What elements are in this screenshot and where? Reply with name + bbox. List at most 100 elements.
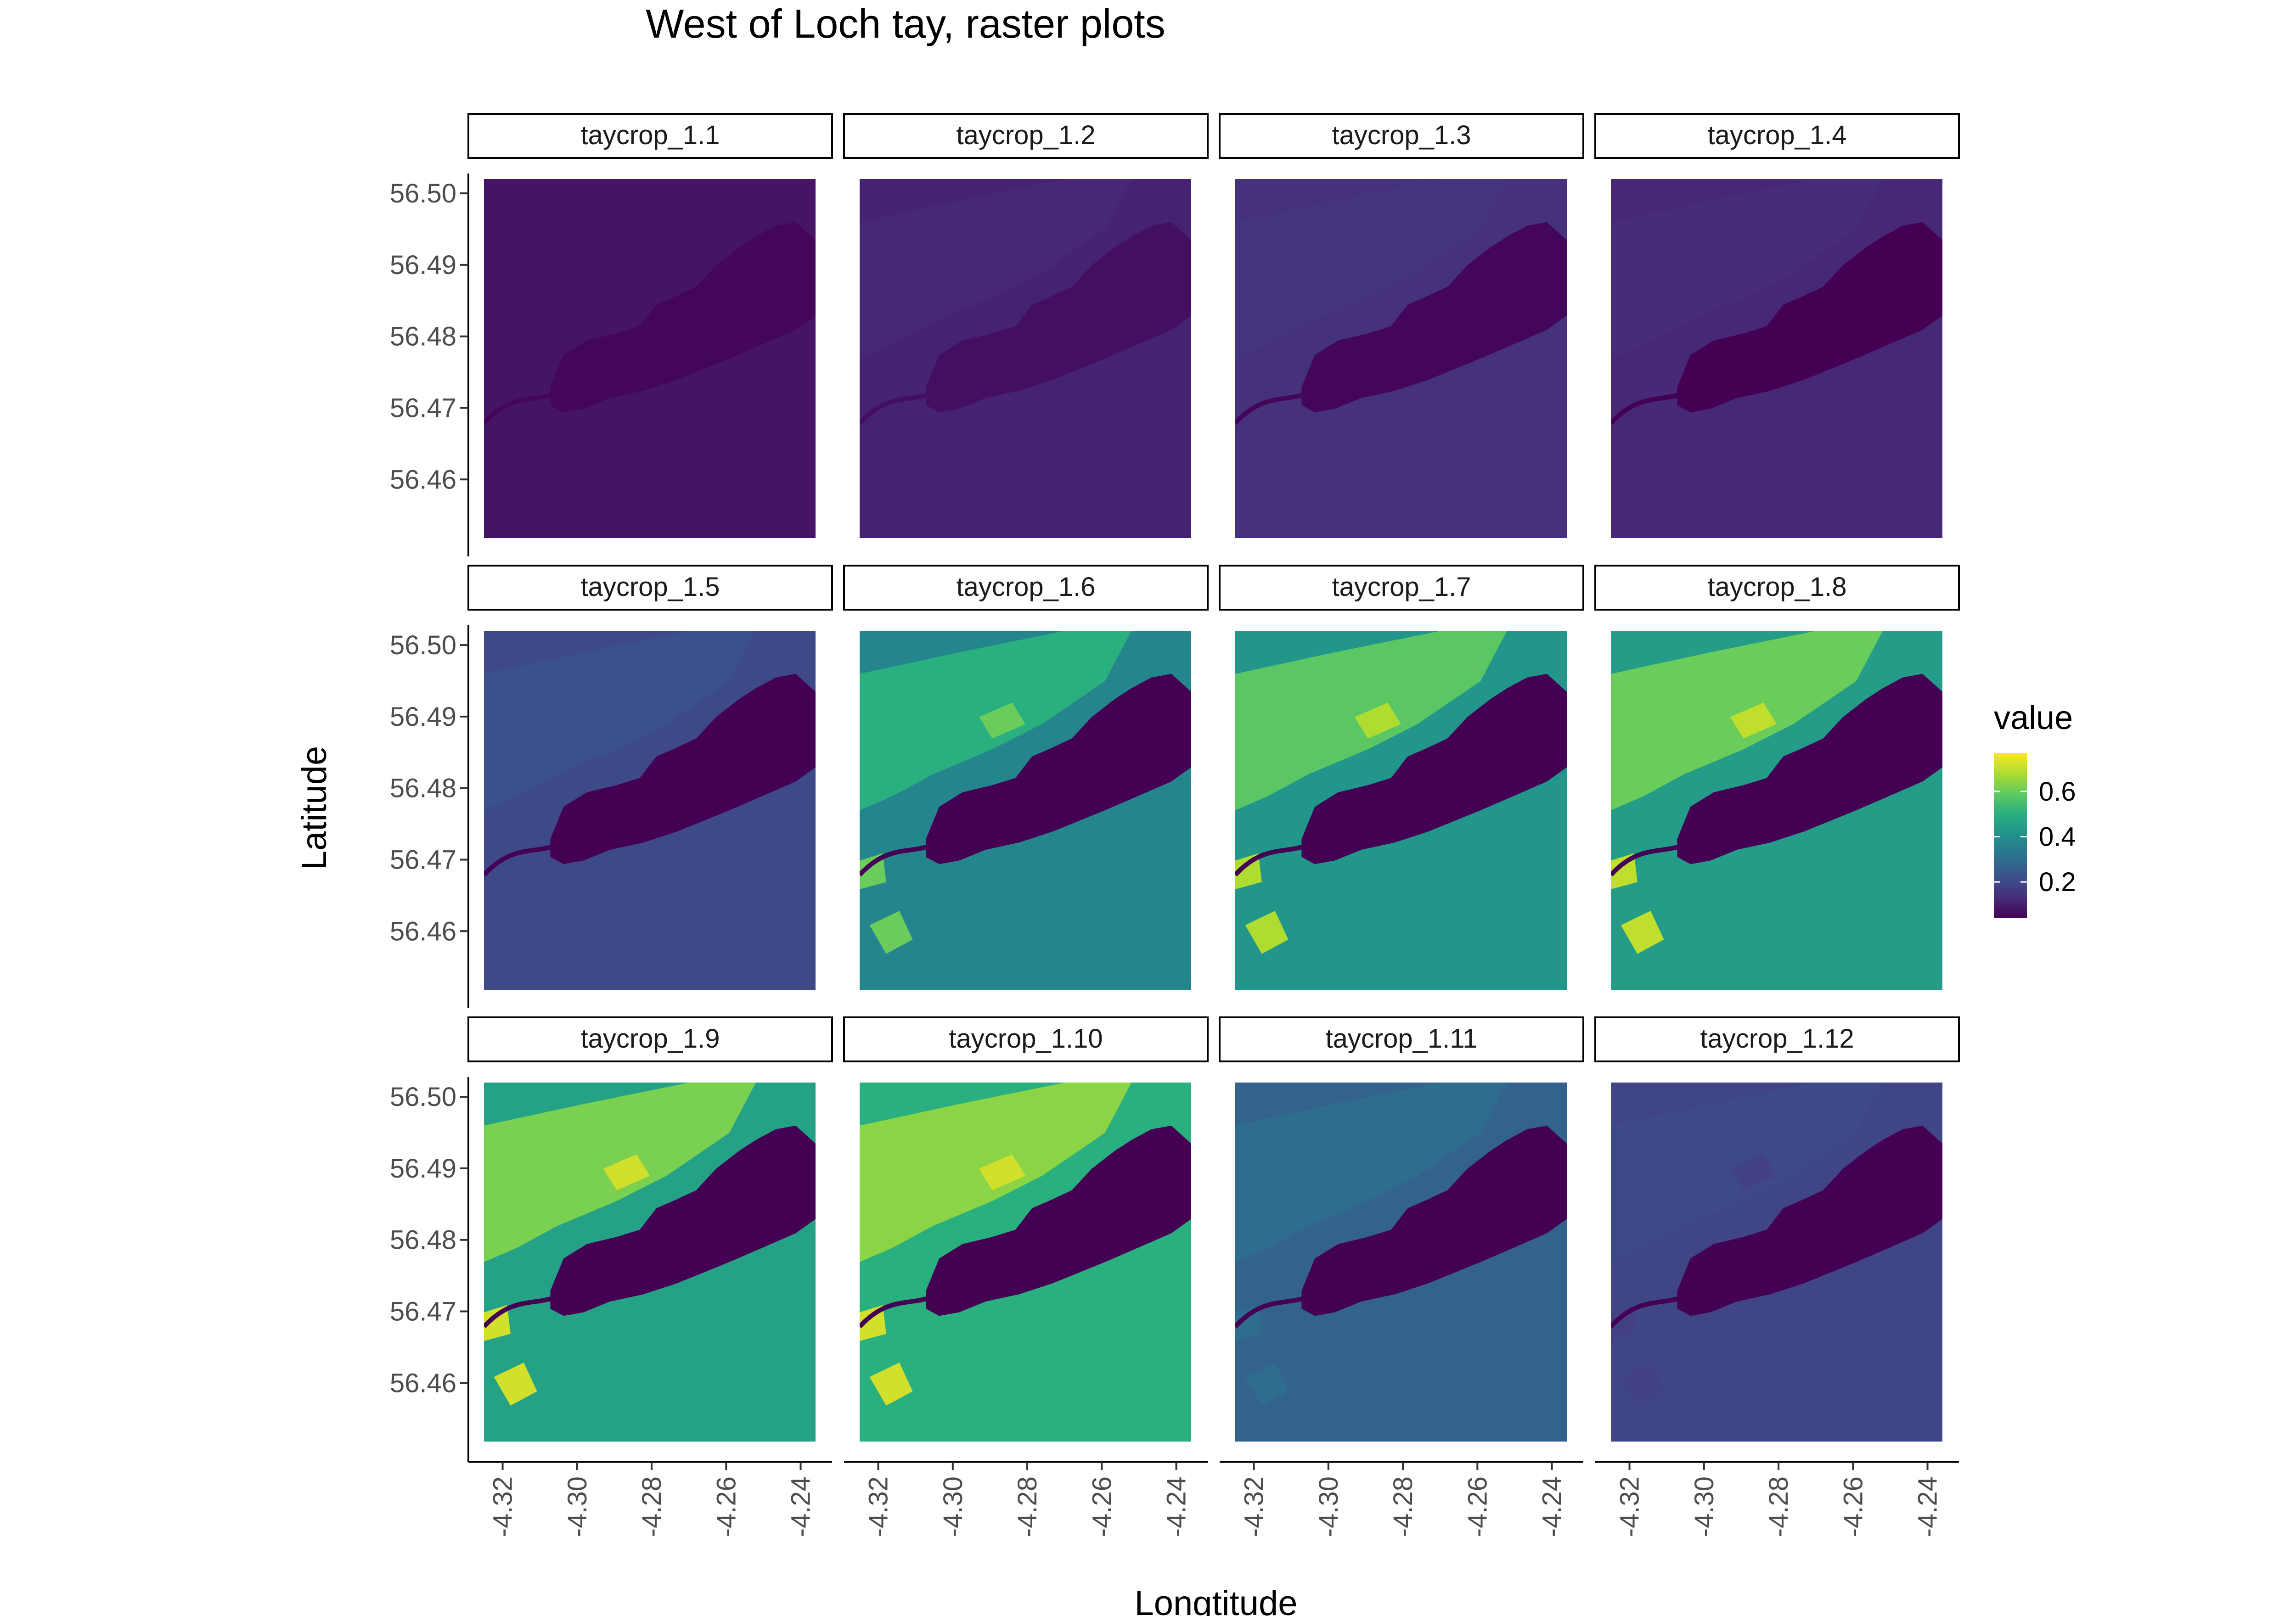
y-tick-label: 56.48 — [390, 322, 456, 352]
x-tick-label: -4.28 — [1388, 1476, 1418, 1537]
raster-bright-field — [1621, 911, 1664, 954]
y-tick-label: 56.50 — [390, 179, 456, 208]
legend-colorbar — [1994, 753, 2027, 918]
raster-bright-field — [869, 911, 913, 954]
y-tick-label: 56.50 — [390, 1082, 456, 1112]
raster-bright-field — [869, 1363, 913, 1406]
raster-bright-field — [1611, 853, 1638, 889]
raster-loch — [1677, 222, 1942, 413]
facet-panels: taycrop_1.1 taycrop_1.2 taycrop_1.3 taycrop… — [467, 113, 1960, 1442]
raster-loch — [1301, 673, 1567, 864]
raster-river — [484, 392, 555, 425]
x-tick-label: -4.24 — [786, 1476, 816, 1537]
x-tick-label: -4.26 — [1087, 1476, 1117, 1537]
facet-strip — [1219, 1016, 1584, 1062]
legend-tick-label: 0.4 — [2039, 822, 2076, 852]
x-tick-label: -4.32 — [1239, 1476, 1269, 1537]
facet-strip-label: taycrop_1.10 — [949, 1024, 1103, 1054]
raster-river — [1611, 1296, 1682, 1329]
raster-bright-field — [494, 1363, 537, 1406]
raster-river — [1235, 844, 1306, 877]
color-legend: value 0.2 0.4 0.6 — [1994, 700, 2076, 918]
raster-upland — [484, 631, 756, 810]
facet-strip-label: taycrop_1.9 — [580, 1024, 720, 1054]
raster-river — [1611, 392, 1682, 425]
raster-bright-field — [1354, 1154, 1401, 1190]
raster-upland — [1235, 179, 1507, 359]
x-tick-label: -4.28 — [637, 1476, 667, 1537]
raster-loch — [926, 1125, 1191, 1316]
raster-bright-field — [860, 853, 886, 889]
raster-loch — [550, 222, 816, 413]
x-tick-label: -4.32 — [864, 1476, 894, 1537]
raster-river — [484, 844, 555, 877]
legend-title: value — [1994, 700, 2073, 736]
x-tick-label: -4.30 — [1314, 1476, 1344, 1537]
raster-bright-field — [860, 1305, 886, 1341]
raster-river — [860, 844, 930, 877]
raster-bright-field — [979, 1154, 1025, 1190]
x-tick-label: -4.32 — [1615, 1476, 1645, 1537]
y-tick-label: 56.46 — [390, 916, 456, 946]
y-tick-label: 56.49 — [390, 250, 456, 280]
facet-strip — [1594, 113, 1960, 159]
raster-upland — [1611, 179, 1883, 359]
raster-loch — [550, 673, 816, 864]
raster-loch — [1301, 1125, 1567, 1316]
raster-river — [860, 1296, 930, 1329]
raster-panel — [860, 179, 1191, 538]
y-tick-label: 56.48 — [390, 774, 456, 803]
x-tick-label: -4.32 — [488, 1476, 518, 1537]
x-tick-label: -4.26 — [1838, 1476, 1868, 1537]
raster-upland — [484, 179, 756, 359]
x-tick-label: -4.24 — [1913, 1476, 1943, 1537]
facet-strip-label: taycrop_1.11 — [1325, 1024, 1477, 1054]
facet-strip — [467, 113, 833, 159]
x-tick-label: -4.30 — [563, 1476, 592, 1537]
y-tick-label: 56.47 — [390, 845, 456, 875]
facet-strip-label: taycrop_1.4 — [1707, 120, 1846, 150]
facet-strip-label: taycrop_1.3 — [1332, 120, 1471, 150]
raster-river — [1235, 392, 1306, 425]
y-axes: 56.46 56.47 56.48 56.49 56.50 56.46 56.47 56.48… — [390, 174, 469, 1462]
raster-bright-field — [603, 1154, 650, 1190]
y-tick-label: 56.47 — [390, 1296, 456, 1326]
raster-loch — [1677, 673, 1942, 864]
raster-panel — [484, 1083, 816, 1442]
raster-bright-field — [1235, 853, 1262, 889]
raster-bright-field — [1354, 702, 1401, 739]
y-tick-label: 56.47 — [390, 393, 456, 423]
raster-river — [484, 1296, 555, 1329]
raster-panel — [1235, 631, 1567, 990]
raster-upland — [860, 179, 1131, 359]
x-tick-label: -4.28 — [1013, 1476, 1042, 1537]
x-tick-label: -4.26 — [711, 1476, 741, 1537]
raster-panel — [1611, 179, 1942, 538]
raster-river — [1611, 844, 1682, 877]
facet-strip — [843, 113, 1209, 159]
y-tick-label: 56.46 — [390, 1368, 456, 1398]
raster-loch — [926, 222, 1191, 413]
facet-strip — [467, 565, 833, 611]
raster-panel — [860, 1083, 1191, 1442]
raster-bright-field — [1730, 1154, 1777, 1190]
y-tick-label: 56.49 — [390, 702, 456, 732]
raster-panel — [1235, 179, 1567, 538]
raster-loch — [550, 1125, 816, 1316]
legend-tick-label: 0.6 — [2039, 777, 2076, 807]
y-tick-label: 56.46 — [390, 465, 456, 494]
raster-bright-field — [1245, 911, 1289, 954]
raster-bright-field — [979, 702, 1025, 739]
x-axis-title: Longtitude — [1135, 1584, 1298, 1616]
facet-strip — [467, 1016, 833, 1062]
raster-panel — [1611, 1083, 1942, 1442]
x-tick-label: -4.28 — [1764, 1476, 1794, 1537]
raster-river — [1235, 1296, 1306, 1329]
legend-tick-label: 0.2 — [2039, 867, 2076, 897]
facet-strip-label: taycrop_1.7 — [1332, 572, 1471, 602]
x-tick-label: -4.30 — [1689, 1476, 1719, 1537]
facet-strip — [1219, 565, 1584, 611]
facet-strip-label: taycrop_1.1 — [580, 120, 720, 150]
raster-loch — [926, 673, 1191, 864]
